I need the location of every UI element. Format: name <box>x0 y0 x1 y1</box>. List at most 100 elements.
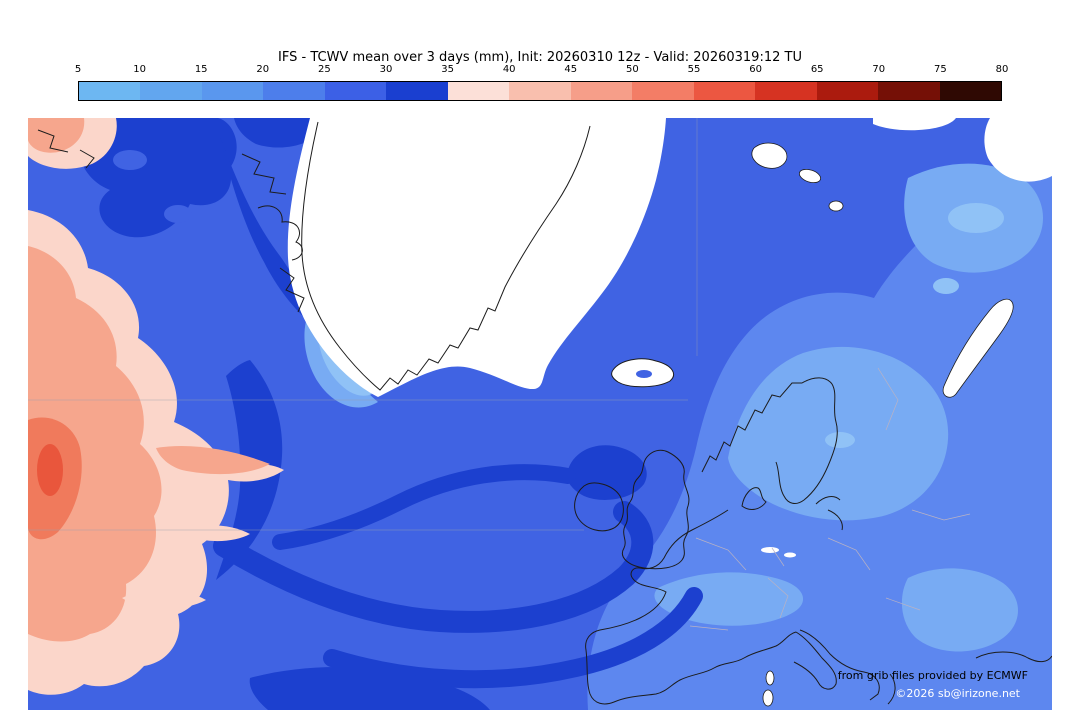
colorbar-tick-label: 75 <box>934 64 947 75</box>
greece-coastline <box>887 673 896 705</box>
ireland-coastline <box>574 482 624 532</box>
novaya-zemlya-island <box>942 298 1014 398</box>
colorbar-cell <box>386 82 448 100</box>
colorbar-cell <box>878 82 940 100</box>
colorbar-cell <box>939 82 1002 100</box>
coastlines <box>37 121 1052 705</box>
dark-band-bottom <box>249 666 490 710</box>
low-tcwv-white-regions <box>287 118 1052 707</box>
baltic-coastline <box>815 496 843 531</box>
colorbar-cell <box>570 82 633 100</box>
iceland-interior-spot <box>636 370 652 378</box>
canada-coastline-1 <box>241 153 287 195</box>
uk-coastline <box>622 449 690 570</box>
colorbar-tick-label: 80 <box>995 64 1009 75</box>
border-line-2 <box>689 625 729 631</box>
colorbar-cell <box>816 82 879 100</box>
colorbar-tick-label: 60 <box>749 64 762 75</box>
baffin-white-sliver-1 <box>315 220 333 272</box>
border-line-3 <box>767 577 789 619</box>
alps-white-2 <box>784 552 796 558</box>
colorbar-tick-label: 65 <box>810 64 824 75</box>
pink-streak-lower <box>122 589 206 609</box>
colorbar-cell <box>509 82 571 100</box>
top-edge-white-strip <box>873 118 956 131</box>
arctic-canada-coastline <box>37 129 95 169</box>
light-field-regions <box>304 118 1052 710</box>
colorbar-tick-label: 40 <box>502 64 516 75</box>
tcwv-field-map <box>28 118 1052 710</box>
colorbar-tick-label: 25 <box>318 64 331 75</box>
alps-white-1 <box>761 547 779 553</box>
border-line-5 <box>885 597 921 611</box>
black-sea-coastline <box>975 651 1052 663</box>
topright-corner-white <box>984 118 1052 182</box>
canada-coastline-3 <box>279 267 305 313</box>
colorbar-tick-label: 70 <box>872 64 886 75</box>
lightest-patch-baltic <box>825 432 855 448</box>
denmark-coastline <box>741 487 767 510</box>
border-line-6 <box>877 367 899 431</box>
colorbar-cell <box>201 82 264 100</box>
greenland-coast-rim <box>304 310 378 408</box>
border-line-7 <box>771 547 785 567</box>
map-canvas: from grib files provided by ECMWF ©2026 … <box>28 118 1052 710</box>
colorbar-tick-label: 50 <box>626 64 639 75</box>
border-line-1 <box>695 537 747 571</box>
colorbar-tick-label: 15 <box>194 64 208 75</box>
medium-spot-topleft-2 <box>164 205 192 223</box>
lightest-patch-1 <box>948 203 1004 233</box>
colorbar-tick-label: 30 <box>379 64 393 75</box>
se-europe-lighter-region <box>901 568 1018 652</box>
arctic-island-1 <box>798 168 822 184</box>
map-title: IFS - TCWV mean over 3 days (mm), Init: … <box>278 50 802 65</box>
sardinia-island <box>762 689 774 707</box>
moist-warm-regions <box>28 118 284 695</box>
colorbar-cell <box>324 82 387 100</box>
europe-mainland-coastline <box>585 509 797 705</box>
colorbar-tick-label: 55 <box>687 64 701 75</box>
lightest-patch-2 <box>933 278 959 294</box>
border-line-8 <box>911 509 971 521</box>
salmon-core-west <box>28 246 162 642</box>
salmon-corner <box>28 118 85 153</box>
colorbar-tick-label: 10 <box>133 64 146 75</box>
colorbar-cell <box>755 82 817 100</box>
italy-coastline <box>793 631 837 690</box>
lightest-greenland-rim <box>318 324 372 396</box>
colorbar-bar <box>78 81 1002 101</box>
colorbar-tick-label: 5 <box>74 64 82 75</box>
dark-band-west-greenland <box>220 136 312 324</box>
canada-coastline-2 <box>257 205 303 261</box>
red-spot <box>37 444 63 496</box>
colorbar: 5 10 15 20 25 30 35 40 45 50 55 60 65 70 75 80 <box>74 64 1009 101</box>
corsica-island <box>765 670 775 686</box>
colorbar-tick-label: 20 <box>256 64 270 75</box>
colorbar-tick-row: 5 10 15 20 25 30 35 40 45 50 55 60 65 70 75 80 <box>74 64 1009 78</box>
pink-streak-mid <box>178 525 250 542</box>
credit-ecmwf: from grib files provided by ECMWF <box>837 669 1028 682</box>
colorbar-tick-label: 45 <box>564 64 578 75</box>
graticule <box>28 118 698 531</box>
colorbar-cell <box>632 82 694 100</box>
greenland-low-region <box>287 118 666 397</box>
svalbard-island <box>751 142 788 169</box>
colorbar-tick-label: 35 <box>441 64 454 75</box>
dark-band-topleft <box>78 118 237 238</box>
border-line-4 <box>827 537 871 571</box>
country-borders <box>689 367 971 631</box>
colorbar-cell <box>447 82 510 100</box>
colorbar-cell <box>79 82 141 100</box>
credit-copyright: ©2026 sb@irizone.net <box>895 687 1020 700</box>
salmon-finger <box>156 445 270 475</box>
colorbar-cell <box>140 82 202 100</box>
dark-blob-sw-ireland <box>566 445 647 500</box>
scandinavia-coastline <box>701 377 838 504</box>
dark-swirl-arc-3 <box>272 464 576 550</box>
colorbar-cell <box>693 82 756 100</box>
baffin-white-sliver-2 <box>326 290 342 326</box>
dark-moist-bands <box>78 118 703 710</box>
dark-swirl-arc-1 <box>213 501 654 633</box>
medium-spot-topleft-1 <box>113 150 147 170</box>
